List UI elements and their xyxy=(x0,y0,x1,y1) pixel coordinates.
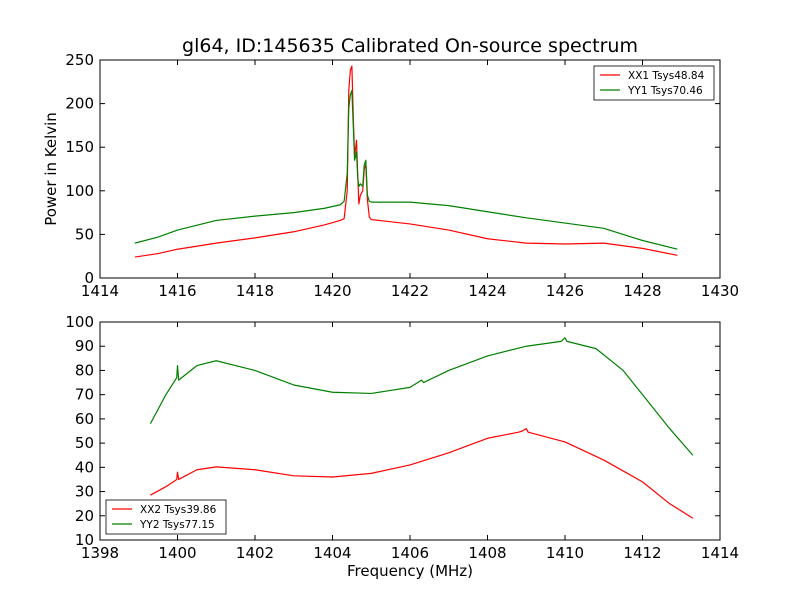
legend-label-yy2: YY2 Tsys77.15 xyxy=(139,519,215,531)
x-tick-label-1-5: 1408 xyxy=(468,544,506,562)
y-tick-label-0-5: 250 xyxy=(65,51,94,69)
y-tick-label-0-3: 150 xyxy=(65,138,94,156)
x-tick-label-1-1: 1400 xyxy=(158,544,196,562)
y-tick-label-1-1: 20 xyxy=(75,507,94,525)
x-tick-label-1-0: 1398 xyxy=(81,544,119,562)
y-tick-label-1-6: 70 xyxy=(75,386,94,404)
x-tick-label-0-2: 1418 xyxy=(236,282,274,300)
x-tick-label-0-8: 1430 xyxy=(701,282,739,300)
y-tick-label-0-2: 100 xyxy=(65,182,94,200)
top-legend-box xyxy=(593,65,715,101)
series-line-0-1 xyxy=(134,89,678,250)
bottom-legend: XX2 Tsys39.86 YY2 Tsys77.15 xyxy=(105,499,227,535)
x-axis-label-bottom: Frequency (MHz) xyxy=(347,562,473,580)
series-line-1-0 xyxy=(150,427,694,519)
x-tick-label-1-8: 1414 xyxy=(701,544,739,562)
bottom-plot-frame xyxy=(99,321,721,541)
top-axis-ticks: 1414 1416 1418 1420 1422 1424 1426 1428 1430 0 50 1… xyxy=(65,51,739,300)
y-tick-label-0-0: 0 xyxy=(84,269,94,287)
x-tick-label-0-0: 1414 xyxy=(81,282,119,300)
series-line-1-1 xyxy=(149,337,694,456)
x-tick-label-1-3: 1404 xyxy=(313,544,351,562)
y-tick-label-1-4: 50 xyxy=(75,434,94,452)
bottom-panel: Frequency (MHz) 1398 1400 1402 1404 1406 1408… xyxy=(65,313,739,580)
x-tick-label-0-6: 1426 xyxy=(546,282,584,300)
legend-label-xx1: XX1 Tsys48.84 xyxy=(628,70,705,82)
top-plot-lines xyxy=(134,65,678,258)
bottom-plot-lines xyxy=(149,337,694,519)
y-tick-label-1-8: 90 xyxy=(75,337,94,355)
top-panel: gl64, ID:145635 Calibrated On-source spe… xyxy=(42,35,739,300)
y-tick-label-1-3: 40 xyxy=(75,458,94,476)
x-tick-label-0-7: 1428 xyxy=(623,282,661,300)
y-tick-label-0-1: 50 xyxy=(75,225,94,243)
y-tick-label-0-4: 200 xyxy=(65,95,94,113)
y-tick-label-1-0: 10 xyxy=(75,531,94,549)
x-tick-label-0-1: 1416 xyxy=(158,282,196,300)
x-tick-label-1-7: 1412 xyxy=(623,544,661,562)
bottom-legend-box xyxy=(105,499,227,535)
x-tick-label-0-3: 1420 xyxy=(313,282,351,300)
legend-label-xx2: XX2 Tsys39.86 xyxy=(140,504,217,516)
x-tick-label-0-4: 1422 xyxy=(391,282,429,300)
y-tick-label-1-5: 60 xyxy=(75,410,94,428)
legend-label-yy1: YY1 Tsys70.46 xyxy=(627,85,703,97)
top-plot-frame xyxy=(99,59,721,279)
bottom-axis-ticks: 1398 1400 1402 1404 1406 1408 1410 1412 1414 10 20… xyxy=(65,313,739,562)
x-tick-label-0-5: 1424 xyxy=(468,282,506,300)
y-axis-label-top: Power in Kelvin xyxy=(42,112,60,226)
top-legend: XX1 Tsys48.84 YY1 Tsys70.46 xyxy=(593,65,715,101)
y-tick-label-1-7: 80 xyxy=(75,361,94,379)
y-tick-label-1-9: 100 xyxy=(65,313,94,331)
x-tick-label-1-6: 1410 xyxy=(546,544,584,562)
chart-title: gl64, ID:145635 Calibrated On-source spe… xyxy=(182,35,638,57)
x-tick-label-1-4: 1406 xyxy=(391,544,429,562)
y-tick-label-1-2: 30 xyxy=(75,483,94,501)
x-tick-label-1-2: 1402 xyxy=(236,544,274,562)
